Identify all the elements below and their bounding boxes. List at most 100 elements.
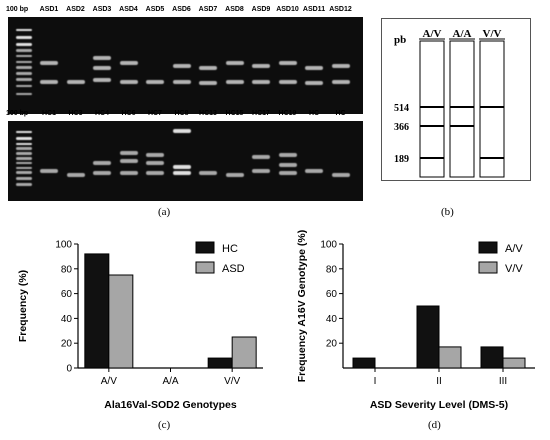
gel-band bbox=[16, 92, 32, 96]
gel-band bbox=[199, 81, 217, 86]
bar bbox=[438, 346, 462, 369]
gel-band bbox=[331, 173, 350, 177]
gel-band bbox=[16, 72, 32, 75]
gel-band bbox=[172, 165, 191, 169]
gel-band bbox=[40, 169, 58, 173]
schematic-lane bbox=[419, 40, 445, 178]
gel-band bbox=[278, 162, 297, 167]
y-tick-label: 60 bbox=[326, 289, 338, 300]
gel-band bbox=[278, 153, 297, 157]
lane-label: HC19 bbox=[278, 110, 297, 117]
gel-band bbox=[146, 170, 164, 175]
lane-label: HC6 bbox=[121, 110, 136, 117]
lane-label: HC7 bbox=[147, 110, 163, 117]
genotype-band-schematic: pb 514 366 189 A/V A/A V/V bbox=[381, 18, 531, 181]
legend-swatch bbox=[478, 241, 498, 254]
gel-band bbox=[93, 170, 111, 175]
gel-band bbox=[119, 170, 138, 175]
y-axis-label: Frequency A16V Genotype (%) bbox=[296, 230, 308, 382]
x-axis-label: ASD Severity Level (DMS-5) bbox=[370, 399, 508, 411]
gel-band bbox=[16, 54, 32, 58]
gel-band bbox=[278, 60, 297, 65]
legend-label: A/V bbox=[505, 243, 523, 255]
lane-label: HC4 bbox=[94, 110, 110, 117]
gel-band bbox=[16, 142, 32, 146]
gel-band bbox=[119, 80, 138, 85]
gel-band bbox=[225, 80, 244, 85]
x-tick-label: III bbox=[499, 376, 507, 387]
gel-band bbox=[119, 151, 138, 156]
gel-band bbox=[252, 63, 270, 68]
gel-band bbox=[305, 65, 323, 70]
y-tick-label: 100 bbox=[55, 240, 72, 251]
gel-band bbox=[16, 147, 32, 150]
lane-label: ASD2 bbox=[66, 6, 85, 13]
lane-label: ASD11 bbox=[302, 6, 326, 13]
chart-genotype-frequency: 0 20 40 60 80 100 A/V A/A V/V Ala16Val-SOD2 Genot… bbox=[17, 240, 263, 411]
lane-label: HC8 bbox=[174, 110, 189, 117]
gel-band bbox=[16, 130, 32, 134]
band-size-label: 189 bbox=[394, 154, 409, 165]
bar bbox=[502, 357, 526, 369]
gel-band bbox=[40, 80, 58, 85]
gel-band bbox=[16, 66, 32, 69]
y-tick-label: 80 bbox=[326, 264, 338, 275]
gel-band bbox=[16, 78, 32, 81]
lane-label: ASD1 bbox=[39, 6, 59, 13]
schematic-lane bbox=[449, 40, 475, 178]
gel-image-bottom bbox=[8, 121, 363, 201]
gel-band bbox=[16, 152, 32, 155]
x-axis-label: Ala16Val-SOD2 Genotypes bbox=[104, 399, 237, 411]
gel-band bbox=[93, 161, 111, 165]
gel-band bbox=[172, 80, 191, 85]
lane-label: HC bbox=[335, 110, 346, 117]
gel-band bbox=[305, 169, 323, 173]
gel-band bbox=[172, 63, 191, 68]
y-tick-label: 80 bbox=[61, 264, 73, 275]
panel-label-a: (a) bbox=[158, 206, 171, 218]
lane-label: ASD9 bbox=[251, 6, 271, 13]
bar bbox=[84, 253, 110, 369]
x-tick-label: II bbox=[436, 376, 442, 387]
y-axis-label: Frequency (%) bbox=[17, 270, 29, 342]
y-tick-label: 0 bbox=[66, 364, 72, 375]
gel-band bbox=[93, 55, 111, 60]
x-tick-label: A/A bbox=[162, 376, 178, 387]
panel-label-b: (b) bbox=[441, 206, 454, 218]
gel-band bbox=[93, 65, 111, 70]
gel-band bbox=[146, 161, 164, 165]
legend-swatch bbox=[195, 241, 215, 254]
lane-label: ASD6 bbox=[172, 6, 191, 13]
schematic-column-header: A/A bbox=[453, 28, 472, 40]
gel-band bbox=[16, 161, 32, 165]
lane-label: ASD10 bbox=[276, 6, 299, 13]
gel-band bbox=[331, 63, 350, 68]
legend-swatch bbox=[195, 261, 215, 274]
x-tick-label: V/V bbox=[224, 376, 240, 387]
lane-label: ASD3 bbox=[92, 6, 112, 13]
y-tick-label: 40 bbox=[61, 314, 73, 325]
gel-band bbox=[278, 170, 297, 175]
schematic-column-header: V/V bbox=[483, 28, 502, 40]
gel-band bbox=[16, 166, 32, 170]
gel-band bbox=[225, 60, 244, 65]
gel-band bbox=[146, 80, 164, 85]
gel-band bbox=[172, 129, 191, 133]
gel-band bbox=[252, 169, 270, 173]
gel-band bbox=[16, 177, 32, 180]
bar bbox=[207, 357, 233, 369]
lane-label: HC13 bbox=[199, 110, 217, 117]
gel-band bbox=[252, 154, 270, 159]
gel-band bbox=[225, 173, 244, 177]
y-tick-label: 20 bbox=[61, 339, 73, 350]
gel-band bbox=[16, 84, 32, 88]
gel-band bbox=[16, 171, 32, 174]
lane-label: HC3 bbox=[68, 110, 83, 117]
ladder-label-top: 100 bp bbox=[6, 6, 29, 13]
legend-swatch bbox=[478, 261, 498, 274]
gel-band bbox=[40, 60, 58, 65]
gel-band bbox=[66, 173, 85, 177]
bar bbox=[108, 274, 134, 369]
gel-band bbox=[66, 80, 85, 85]
